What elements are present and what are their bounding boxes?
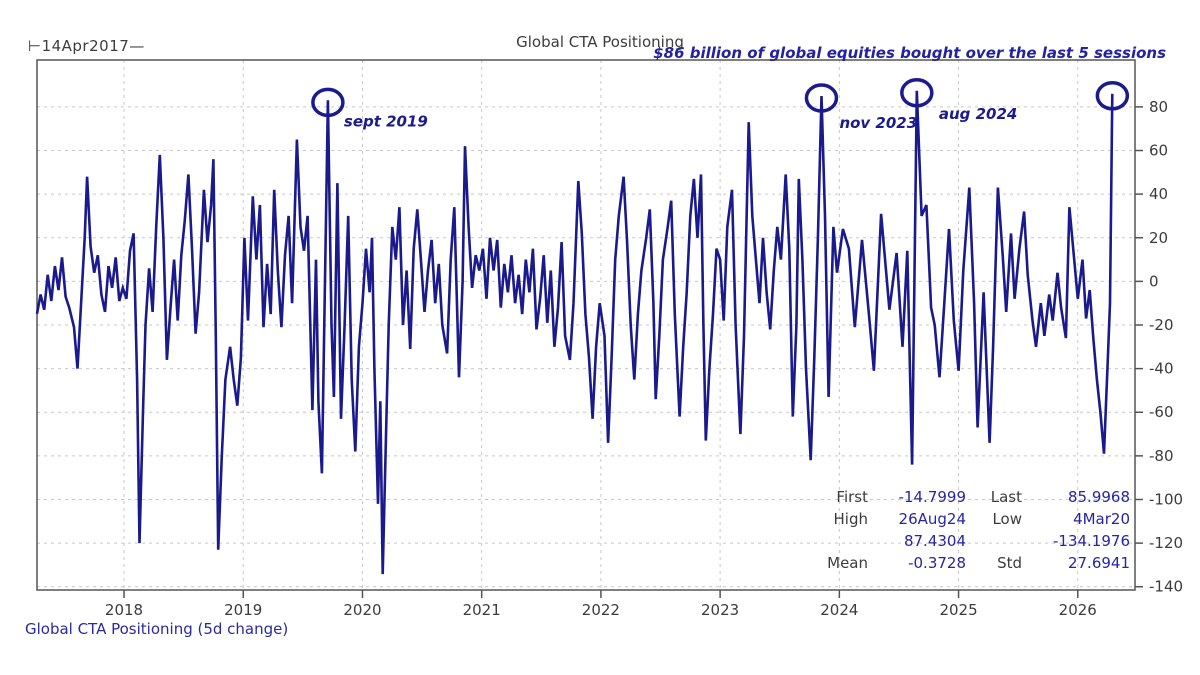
stat-high-date: 26Aug24: [898, 510, 966, 528]
stat-empty: [976, 530, 1022, 552]
stat-last-label: Last: [990, 488, 1022, 506]
y-tick-label: -100: [1149, 490, 1183, 508]
annotation-circle: [311, 87, 345, 118]
x-tick-label: 2023: [701, 601, 739, 619]
stat-empty: [816, 530, 868, 552]
y-tick-label: -20: [1149, 316, 1174, 334]
annotation-label: aug 2024: [939, 105, 1018, 123]
x-tick-label: 2025: [939, 601, 977, 619]
y-tick-label: -60: [1149, 403, 1174, 421]
annotation-label: sept 2019: [344, 112, 428, 130]
x-tick-label: 2021: [463, 601, 501, 619]
annotation-circle: [1095, 81, 1130, 111]
y-tick-label: 0: [1149, 272, 1159, 290]
series-footer-label: Global CTA Positioning (5d change): [25, 620, 289, 638]
x-tick-label: 2019: [224, 601, 262, 619]
annotation-circle: [804, 83, 839, 113]
highlight-note: $86 billion of global equities bought ov…: [653, 44, 1166, 62]
stat-high-label: High: [833, 510, 868, 528]
stat-high-value: 87.4304: [903, 532, 966, 550]
stat-first-label: First: [836, 488, 868, 506]
x-tick-label: 2020: [343, 601, 381, 619]
stats-summary-box: First -14.7999 Last 85.9968 High 26Aug24…: [816, 486, 1130, 574]
annotation-label: nov 2023: [839, 114, 917, 132]
y-tick-label: 60: [1149, 142, 1168, 160]
y-tick-label: -120: [1149, 534, 1183, 552]
y-tick-label: 40: [1149, 185, 1168, 203]
stat-std-label: Std: [997, 554, 1022, 572]
cta-series-line: [35, 90, 1114, 575]
x-tick-label: 2026: [1059, 601, 1097, 619]
stat-low-value: -134.1976: [1053, 532, 1130, 550]
y-tick-label: -40: [1149, 360, 1174, 378]
stat-low-label: Low: [992, 510, 1022, 528]
annotation-circle: [900, 78, 934, 108]
stat-std-value: 27.6941: [1067, 554, 1130, 572]
x-tick-label: 2018: [105, 601, 143, 619]
y-tick-label: -140: [1149, 578, 1183, 596]
y-tick-label: -80: [1149, 447, 1174, 465]
start-date-label: ⊢14Apr2017—: [28, 37, 145, 55]
stat-mean-value: -0.3728: [908, 554, 966, 572]
x-tick-label: 2022: [582, 601, 620, 619]
stat-mean-label: Mean: [827, 554, 868, 572]
x-tick-label: 2024: [820, 601, 858, 619]
stat-last-value: 85.9968: [1067, 488, 1130, 506]
y-tick-label: 20: [1149, 229, 1168, 247]
stat-first-value: -14.7999: [898, 488, 966, 506]
stat-low-date: 4Mar20: [1073, 510, 1130, 528]
y-tick-label: 80: [1149, 98, 1168, 116]
chart-title: Global CTA Positioning: [516, 33, 684, 51]
